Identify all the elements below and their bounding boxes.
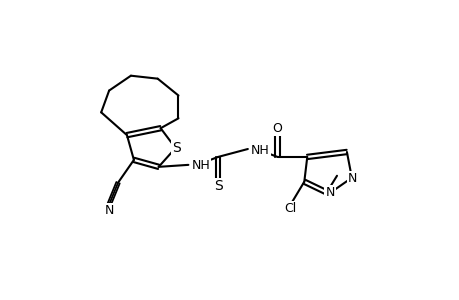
Text: S: S	[172, 141, 180, 155]
Text: O: O	[272, 122, 282, 135]
Text: NH: NH	[191, 159, 210, 172]
Text: N: N	[104, 204, 113, 217]
Text: N: N	[325, 186, 334, 199]
Text: S: S	[213, 179, 222, 193]
Text: NH: NH	[250, 143, 269, 157]
Text: N: N	[347, 172, 357, 185]
Text: Cl: Cl	[284, 202, 296, 215]
